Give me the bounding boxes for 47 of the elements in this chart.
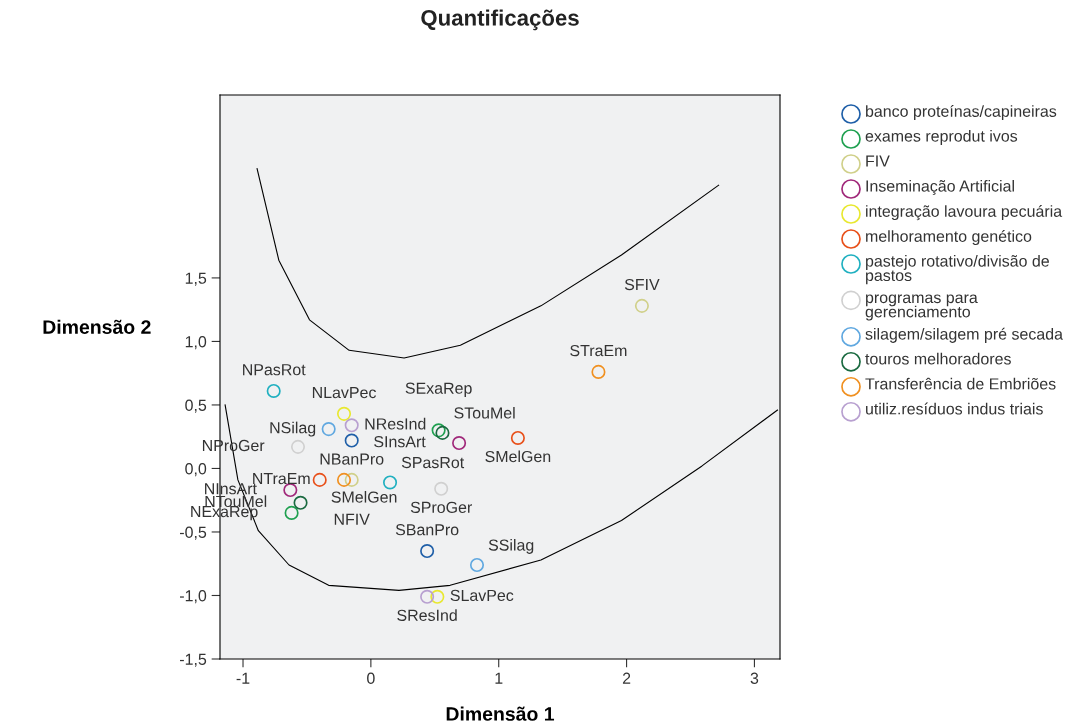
annotation: SSilag (488, 539, 534, 554)
annotation: SLavPec (450, 589, 514, 602)
annotation: SBanPro (395, 524, 459, 536)
legend-label: programas para gerenciamento (865, 294, 978, 321)
chart-title: Quantificações (421, 9, 579, 31)
annotation: SPasRot (401, 456, 465, 469)
annotation: SFIV (624, 278, 660, 291)
legend-label: integração lavoura pecuária (866, 205, 1063, 221)
y-tick-label: -1,0 (179, 590, 207, 604)
legend-label: pastejo rotativo/divisão de pastos (866, 255, 1049, 285)
x-tick-label: 0 (367, 672, 375, 684)
annotation: NPasRot (243, 364, 306, 376)
annotation: SInsArt (374, 436, 426, 448)
legend-label: Inseminação Artificial (866, 180, 1014, 195)
y-tick-label: 0,0 (185, 463, 207, 477)
legend-label: touros melhoradores (865, 352, 1011, 365)
legend-label: Transferência de Embriões (865, 377, 1056, 390)
annotation: NBanPro (320, 453, 384, 465)
y-tick-label: 0,5 (185, 399, 207, 413)
annotation: SResInd (397, 609, 457, 621)
x-axis-title: Dimensão 1 (446, 706, 555, 721)
legend-label: banco proteínas/capineiras (866, 105, 1057, 121)
legend-label: FIV (866, 155, 890, 167)
legend-label: utiliz.resíduos indus triais (866, 402, 1043, 415)
legend-label: silagem/silagem pré secada (865, 327, 1063, 343)
annotation: STraEm (570, 344, 627, 357)
annotation: SProGer (410, 501, 472, 514)
y-tick-label: 1,5 (185, 272, 207, 286)
annotation: NSilag (270, 421, 316, 437)
x-tick-label: 2 (622, 672, 631, 684)
annotation: NTraEm (253, 473, 310, 485)
x-tick-label: -1 (236, 672, 250, 684)
annotation: NFIV (334, 513, 370, 525)
annotation: SMelGen (485, 450, 551, 463)
annotation: NResInd (365, 417, 426, 430)
legend-label: exames reprodut ivos (865, 130, 1018, 145)
y-tick-label: -1,5 (179, 653, 207, 667)
annotation: SExaRep (405, 382, 472, 398)
legend-label: melhoramento genético (866, 230, 1032, 246)
y-tick-label: 1,0 (185, 336, 207, 350)
annotation: SMelGen (331, 491, 397, 503)
x-tick-label: 3 (750, 672, 759, 684)
x-tick-label: 1 (495, 672, 503, 684)
y-axis-title: Dimensão 2 (43, 319, 151, 334)
y-tick-label: -0,5 (179, 526, 207, 540)
annotation: NLavPec (312, 387, 376, 399)
annotation: STouMel (454, 406, 515, 419)
